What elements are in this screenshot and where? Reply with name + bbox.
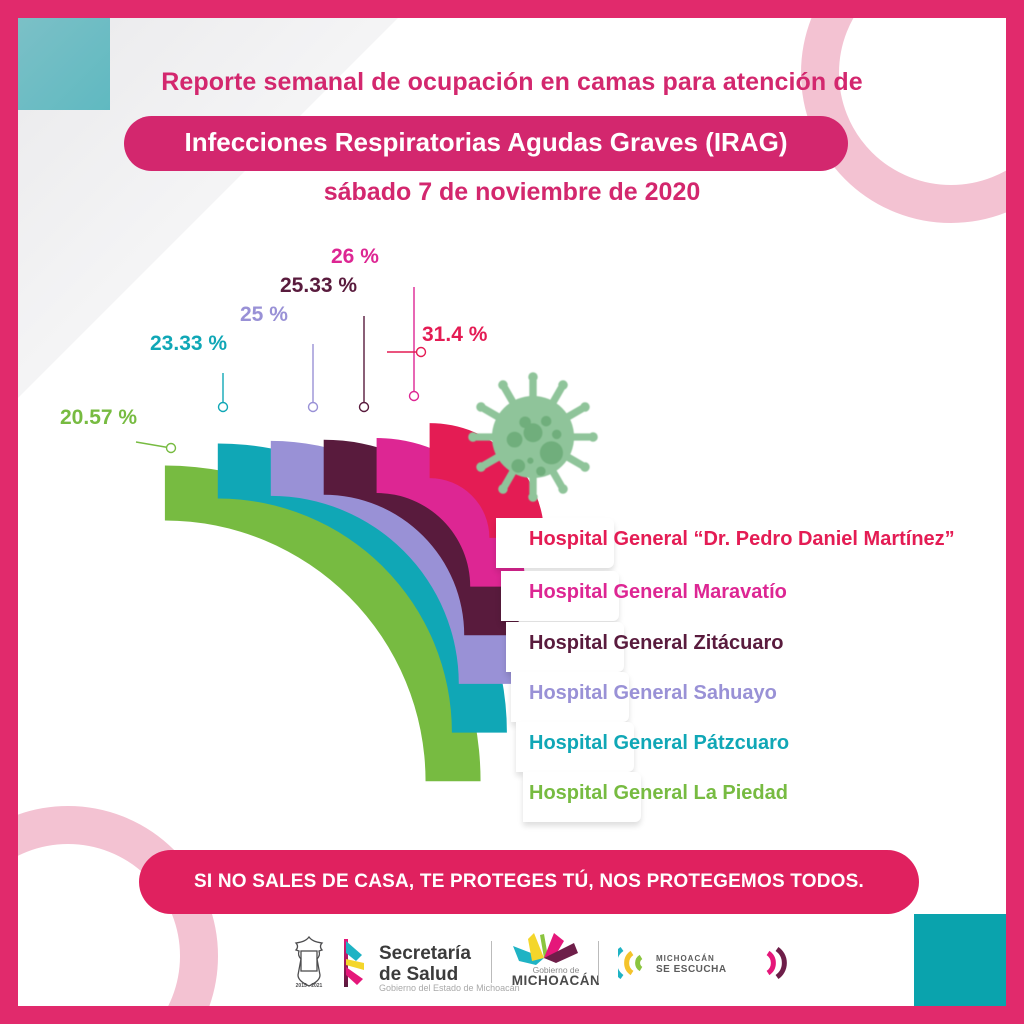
svg-text:MICHOACÁN: MICHOACÁN <box>656 954 715 963</box>
svg-text:2015 - 2021: 2015 - 2021 <box>296 983 323 989</box>
svg-text:MICHOACÁN: MICHOACÁN <box>512 973 601 987</box>
svg-text:SE ESCUCHA: SE ESCUCHA <box>656 964 727 975</box>
